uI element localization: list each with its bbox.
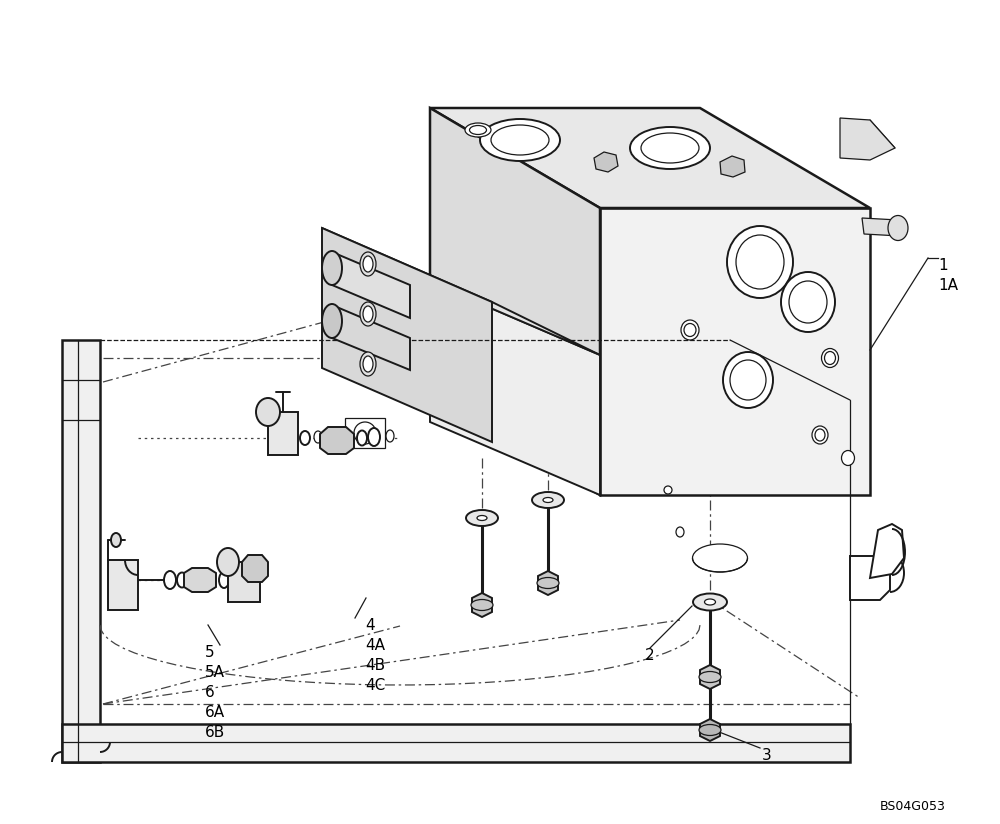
Ellipse shape — [466, 510, 498, 526]
Polygon shape — [332, 305, 410, 370]
Ellipse shape — [693, 593, 727, 611]
Polygon shape — [850, 556, 890, 600]
Ellipse shape — [491, 125, 549, 155]
Ellipse shape — [164, 571, 176, 589]
Ellipse shape — [888, 216, 908, 241]
Text: 6: 6 — [205, 685, 215, 700]
Ellipse shape — [363, 306, 373, 322]
Ellipse shape — [470, 125, 486, 134]
Ellipse shape — [684, 324, 696, 336]
Ellipse shape — [368, 428, 380, 446]
Text: 6B: 6B — [205, 725, 225, 740]
Ellipse shape — [363, 256, 373, 272]
Polygon shape — [700, 719, 720, 741]
Text: 4B: 4B — [365, 658, 385, 673]
Polygon shape — [700, 665, 720, 689]
Text: 1: 1 — [938, 258, 948, 273]
Ellipse shape — [360, 252, 376, 276]
Ellipse shape — [699, 672, 721, 682]
Ellipse shape — [322, 251, 342, 285]
Ellipse shape — [676, 527, 684, 537]
Text: 1A: 1A — [938, 278, 958, 293]
Text: 4C: 4C — [365, 678, 385, 693]
Polygon shape — [430, 108, 600, 495]
Ellipse shape — [354, 422, 376, 444]
Ellipse shape — [842, 451, 854, 466]
Ellipse shape — [314, 431, 322, 443]
Ellipse shape — [300, 431, 310, 445]
Ellipse shape — [641, 133, 699, 163]
Ellipse shape — [727, 226, 793, 298]
Ellipse shape — [704, 599, 716, 605]
Ellipse shape — [360, 302, 376, 326]
Text: BS04G053: BS04G053 — [880, 800, 946, 813]
Ellipse shape — [822, 349, 838, 368]
Ellipse shape — [789, 281, 827, 323]
Text: 5A: 5A — [205, 665, 225, 680]
Text: 6A: 6A — [205, 705, 225, 720]
Polygon shape — [430, 108, 870, 208]
Ellipse shape — [477, 516, 487, 521]
Ellipse shape — [681, 320, 699, 340]
Text: 2: 2 — [645, 648, 655, 663]
Polygon shape — [108, 560, 138, 610]
Polygon shape — [242, 555, 268, 582]
Ellipse shape — [465, 123, 491, 137]
Ellipse shape — [219, 572, 229, 588]
Ellipse shape — [480, 119, 560, 161]
Ellipse shape — [692, 544, 748, 572]
Ellipse shape — [824, 352, 836, 364]
Polygon shape — [228, 562, 260, 602]
Polygon shape — [538, 571, 558, 595]
Ellipse shape — [630, 127, 710, 169]
Polygon shape — [320, 427, 354, 454]
Text: 3: 3 — [762, 748, 772, 763]
Polygon shape — [430, 282, 600, 495]
Ellipse shape — [699, 724, 721, 736]
Ellipse shape — [532, 492, 564, 508]
Polygon shape — [345, 418, 385, 448]
Polygon shape — [862, 218, 900, 236]
Ellipse shape — [537, 578, 559, 588]
Ellipse shape — [471, 600, 493, 611]
Polygon shape — [720, 156, 745, 177]
Text: 4: 4 — [365, 618, 375, 633]
Ellipse shape — [812, 426, 828, 444]
Ellipse shape — [360, 352, 376, 376]
Ellipse shape — [730, 360, 766, 400]
Polygon shape — [322, 228, 492, 442]
Ellipse shape — [177, 573, 187, 588]
Ellipse shape — [386, 430, 394, 442]
Polygon shape — [62, 340, 100, 762]
Ellipse shape — [664, 486, 672, 494]
Polygon shape — [594, 152, 618, 172]
Polygon shape — [184, 568, 216, 592]
Ellipse shape — [217, 548, 239, 576]
Ellipse shape — [543, 498, 553, 503]
Ellipse shape — [363, 356, 373, 372]
Ellipse shape — [723, 352, 773, 408]
Ellipse shape — [815, 429, 825, 441]
Polygon shape — [600, 208, 870, 495]
Ellipse shape — [736, 235, 784, 289]
Ellipse shape — [781, 272, 835, 332]
Polygon shape — [870, 524, 904, 578]
Ellipse shape — [111, 533, 121, 547]
Text: 4A: 4A — [365, 638, 385, 653]
Polygon shape — [62, 724, 850, 762]
Ellipse shape — [322, 304, 342, 338]
Polygon shape — [332, 252, 410, 318]
Polygon shape — [322, 228, 600, 355]
Ellipse shape — [357, 430, 367, 446]
Polygon shape — [268, 412, 298, 455]
Text: 5: 5 — [205, 645, 215, 660]
Ellipse shape — [256, 398, 280, 426]
Polygon shape — [840, 118, 895, 160]
Polygon shape — [472, 593, 492, 617]
